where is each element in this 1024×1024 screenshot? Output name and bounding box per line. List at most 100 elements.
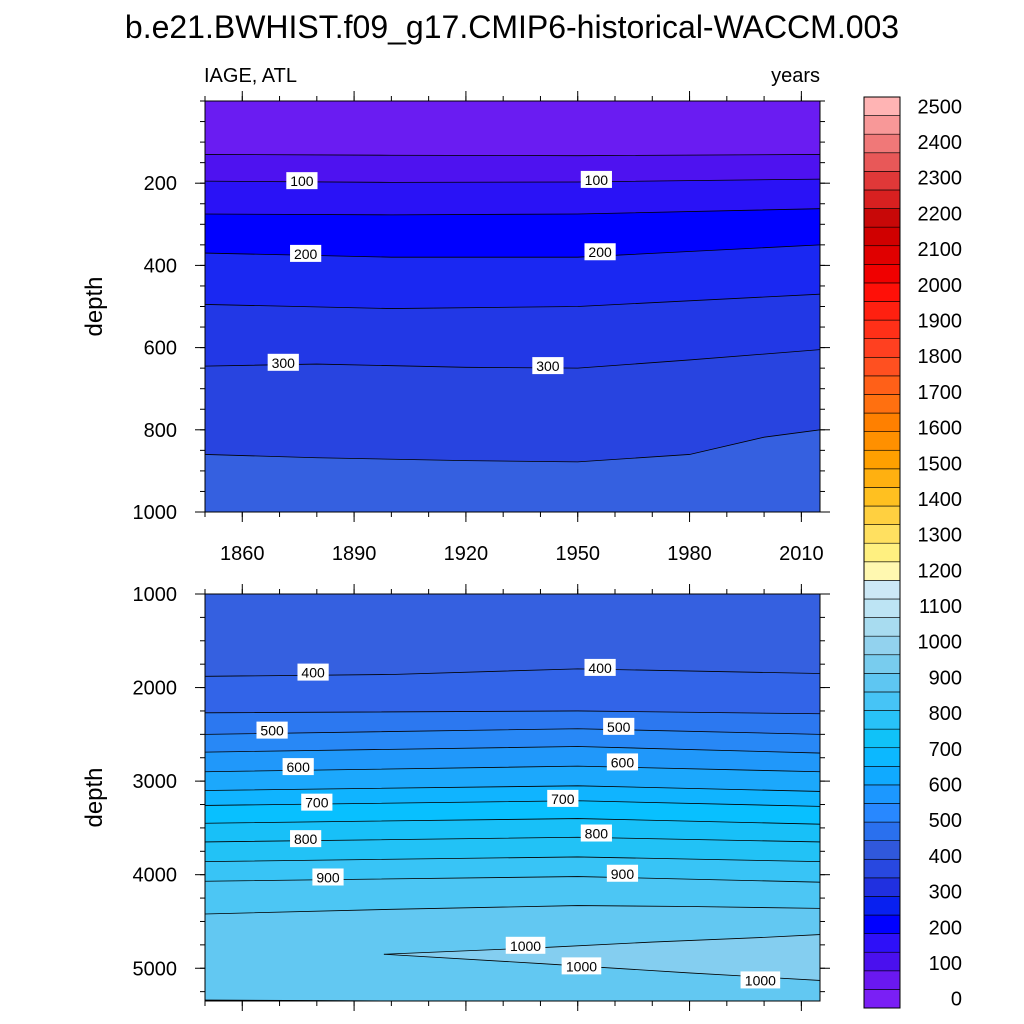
colorbar-box xyxy=(863,673,901,693)
colorbar-box xyxy=(863,580,901,600)
colorbar-box xyxy=(863,449,901,470)
contour-line xyxy=(205,785,820,792)
contour-label-text: 600 xyxy=(611,754,635,770)
colorbar-label: 1000 xyxy=(918,632,963,654)
colorbar-label: 1300 xyxy=(918,525,963,547)
colorbar-label: 1800 xyxy=(918,346,963,368)
colorbar-box xyxy=(863,115,901,135)
colorbar-box xyxy=(863,171,901,191)
lower-contour-panel: 400 400 500 500 600 600 700 700 800 800 900 900 1000… xyxy=(81,584,830,1011)
colorbar-label: 200 xyxy=(929,917,962,939)
contour-label: 500 xyxy=(256,721,288,739)
colorbar-label: 1400 xyxy=(918,489,963,511)
contour-line xyxy=(205,208,820,216)
contour-label-text: 400 xyxy=(588,660,612,676)
contour-label: 400 xyxy=(584,658,616,676)
contour-line xyxy=(205,154,820,157)
contour-label-box xyxy=(505,936,546,954)
contour-label-text: 700 xyxy=(551,791,575,807)
colorbar-label: 300 xyxy=(929,882,962,904)
contour-label-box xyxy=(256,721,288,739)
colorbar-label: 700 xyxy=(929,739,962,761)
colorbar-box xyxy=(863,821,901,841)
chart-title: b.e21.BWHIST.f09_g17.CMIP6-historical-WA… xyxy=(125,9,899,45)
contour-label: 900 xyxy=(312,868,344,886)
colorbar-label: 400 xyxy=(929,846,962,868)
contour-label-box xyxy=(297,663,329,681)
contour-label-text: 300 xyxy=(272,355,296,371)
colorbar-box xyxy=(863,319,901,339)
colorbar-box xyxy=(863,133,901,154)
colorbar-label: 500 xyxy=(929,810,962,832)
contour-label-text: 800 xyxy=(585,826,609,842)
contour-label: 100 xyxy=(286,172,318,190)
contour-label: 700 xyxy=(547,789,579,807)
contour-line xyxy=(205,856,820,862)
colorbar-label: 1700 xyxy=(918,382,963,404)
contour-label: 300 xyxy=(532,357,564,375)
contour-label-box xyxy=(606,753,639,771)
contour-label-text: 1000 xyxy=(510,938,541,954)
colorbar-box xyxy=(863,542,901,563)
contour-label-text: 500 xyxy=(260,723,284,739)
colorbar-box xyxy=(863,896,901,916)
contour-label-text: 200 xyxy=(588,244,612,260)
colorbar-label: 2200 xyxy=(918,203,963,225)
contour-label: 1000 xyxy=(740,971,781,989)
colorbar-label: 1100 xyxy=(919,596,962,618)
colorbar-label: 1200 xyxy=(918,560,963,582)
colorbar-box xyxy=(863,375,901,395)
colorbar-label: 2000 xyxy=(918,275,963,297)
y-tick-label: 1000 xyxy=(133,502,178,524)
contour-label: 1000 xyxy=(561,957,602,975)
contour-label: 1000 xyxy=(505,936,546,954)
colorbar: 0 100 200 300 400 500 600 700 800 900 1000 1100 1200… xyxy=(863,96,963,1011)
colorbar-box xyxy=(863,933,901,953)
contour-line xyxy=(205,818,820,825)
colorbar-box xyxy=(863,989,901,1009)
contour-line xyxy=(205,836,820,843)
contour-label-text: 900 xyxy=(316,869,340,885)
contour-label-box xyxy=(290,830,322,848)
colorbar-box xyxy=(863,524,901,544)
contour-label-box xyxy=(267,353,299,371)
contour-label-text: 600 xyxy=(287,759,311,775)
contour-label-box xyxy=(584,243,616,261)
colorbar-box xyxy=(863,970,901,990)
x-tick-label: 1860 xyxy=(220,543,265,565)
contour-label-box xyxy=(286,172,318,190)
contour-label-box xyxy=(301,793,333,811)
colorbar-label: 100 xyxy=(929,953,962,975)
contour-label-box xyxy=(606,864,639,882)
plot-frame xyxy=(204,593,821,1002)
contour-label: 800 xyxy=(290,830,322,848)
contour-label: 400 xyxy=(297,663,329,681)
contour-label-text: 400 xyxy=(301,665,325,681)
contour-label: 100 xyxy=(580,170,612,188)
contour-label: 500 xyxy=(603,717,635,735)
contour-line xyxy=(205,905,820,915)
y-axis-label: depth xyxy=(81,767,108,827)
contour-fill-group: 400 400 500 500 600 600 700 700 800 800 900 900 1000… xyxy=(205,594,820,1001)
y-tick-label: 2000 xyxy=(133,678,178,700)
contour-label-text: 200 xyxy=(294,246,318,262)
colorbar-box xyxy=(863,505,901,525)
contour-label-text: 300 xyxy=(536,358,560,374)
contour-label: 800 xyxy=(580,824,612,842)
colorbar-box xyxy=(863,264,901,284)
contour-label: 900 xyxy=(606,864,639,882)
contour-label-box xyxy=(603,717,635,735)
colorbar-box xyxy=(863,96,901,116)
colorbar-box xyxy=(863,858,901,879)
colorbar-label: 2100 xyxy=(918,239,963,261)
contour-label: 600 xyxy=(282,758,314,776)
colorbar-box xyxy=(863,487,901,507)
x-tick-label: 1920 xyxy=(444,543,489,565)
contour-label: 200 xyxy=(584,243,616,261)
contour-label-text: 1000 xyxy=(566,958,597,974)
colorbar-box xyxy=(863,784,901,804)
y-tick-label: 400 xyxy=(144,255,177,277)
colorbar-box xyxy=(863,561,901,581)
contour-label-box xyxy=(580,824,612,842)
colorbar-box xyxy=(863,803,901,823)
